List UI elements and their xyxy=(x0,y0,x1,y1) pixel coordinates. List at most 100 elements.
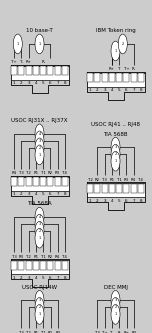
Text: T3: T3 xyxy=(95,331,100,333)
Text: T1: T1 xyxy=(41,331,46,333)
Bar xyxy=(33,177,39,186)
Text: 8: 8 xyxy=(64,82,66,86)
Text: USOC RJ31X .. RJ37X: USOC RJ31X .. RJ37X xyxy=(11,118,68,123)
Bar xyxy=(95,74,100,83)
Text: 5: 5 xyxy=(118,199,120,203)
Circle shape xyxy=(35,131,44,151)
Text: 3: 3 xyxy=(103,199,106,203)
Text: R3: R3 xyxy=(19,255,24,259)
Text: 2: 2 xyxy=(38,305,41,309)
Text: 6: 6 xyxy=(125,89,128,93)
Text: R1: R1 xyxy=(109,178,114,182)
Text: R+: R+ xyxy=(26,61,32,65)
Bar xyxy=(47,177,53,186)
Bar xyxy=(62,177,68,186)
Bar xyxy=(10,260,69,274)
Text: 1: 1 xyxy=(38,236,41,240)
Bar xyxy=(123,184,129,193)
Text: 5: 5 xyxy=(118,89,120,93)
Text: 3: 3 xyxy=(27,82,30,86)
Circle shape xyxy=(13,34,22,54)
Text: T2: T2 xyxy=(26,255,31,259)
Text: 6: 6 xyxy=(125,199,128,203)
Bar xyxy=(40,261,46,270)
Bar xyxy=(55,67,60,76)
Text: 3: 3 xyxy=(38,298,41,302)
Text: 2: 2 xyxy=(114,152,117,156)
Text: R2: R2 xyxy=(48,171,53,175)
Circle shape xyxy=(111,144,120,164)
Bar xyxy=(11,261,17,270)
Bar xyxy=(47,261,53,270)
Bar xyxy=(55,177,60,186)
Circle shape xyxy=(35,207,44,227)
Text: 5: 5 xyxy=(42,82,44,86)
Text: 2: 2 xyxy=(38,229,41,233)
Text: R-: R- xyxy=(41,61,45,65)
Text: T1: T1 xyxy=(117,178,122,182)
Text: 1: 1 xyxy=(114,312,117,316)
Text: 4: 4 xyxy=(35,192,37,196)
Text: DEC MMJ: DEC MMJ xyxy=(104,285,128,290)
Text: R3: R3 xyxy=(55,171,60,175)
Text: R2: R2 xyxy=(48,331,53,333)
Text: 3: 3 xyxy=(114,145,117,149)
Circle shape xyxy=(35,138,44,158)
Text: 5: 5 xyxy=(42,276,44,280)
Text: R4: R4 xyxy=(55,255,60,259)
Text: T3: T3 xyxy=(102,178,107,182)
Text: R2: R2 xyxy=(95,178,100,182)
Text: USOC RJ14W: USOC RJ14W xyxy=(22,285,57,290)
Bar xyxy=(19,67,24,76)
Circle shape xyxy=(118,34,127,54)
Bar xyxy=(40,177,46,186)
Circle shape xyxy=(35,221,44,241)
Text: 1: 1 xyxy=(114,159,117,163)
Text: 6: 6 xyxy=(49,276,52,280)
Text: T4: T4 xyxy=(138,178,143,182)
Text: IBM Token ring: IBM Token ring xyxy=(96,28,135,33)
Text: 1: 1 xyxy=(13,192,15,196)
Text: TIA 568B: TIA 568B xyxy=(103,132,128,137)
Text: 7: 7 xyxy=(56,276,59,280)
Text: T-: T- xyxy=(110,331,114,333)
Circle shape xyxy=(111,297,120,317)
Text: 2: 2 xyxy=(38,146,41,150)
Text: 8: 8 xyxy=(140,89,142,93)
Bar xyxy=(10,66,69,80)
Text: R4: R4 xyxy=(131,178,136,182)
Text: T2: T2 xyxy=(26,171,31,175)
Text: 8: 8 xyxy=(64,276,66,280)
Text: T+: T+ xyxy=(11,61,17,65)
Text: 5: 5 xyxy=(42,192,44,196)
Bar xyxy=(26,261,32,270)
Text: 1: 1 xyxy=(38,42,41,46)
Text: T+: T+ xyxy=(102,331,107,333)
Text: 2: 2 xyxy=(114,305,117,309)
Circle shape xyxy=(111,304,120,324)
Circle shape xyxy=(111,137,120,157)
Text: 8: 8 xyxy=(64,192,66,196)
Bar xyxy=(109,74,115,83)
Circle shape xyxy=(35,124,44,144)
Text: 1: 1 xyxy=(114,49,117,53)
Bar xyxy=(26,177,32,186)
Text: 7: 7 xyxy=(132,199,135,203)
Text: R3: R3 xyxy=(124,178,129,182)
Text: R+: R+ xyxy=(124,331,130,333)
Text: R1: R1 xyxy=(33,331,38,333)
Text: 4: 4 xyxy=(35,82,37,86)
Text: T3: T3 xyxy=(19,331,24,333)
Text: 2: 2 xyxy=(20,82,23,86)
Circle shape xyxy=(111,290,120,310)
Text: 1: 1 xyxy=(38,153,41,157)
Text: T4: T4 xyxy=(62,171,67,175)
Text: T: T xyxy=(118,68,120,72)
Bar xyxy=(138,74,144,83)
Text: USOC RJ41 .. RJ48: USOC RJ41 .. RJ48 xyxy=(91,122,140,127)
Text: R+: R+ xyxy=(109,68,115,72)
Bar xyxy=(62,67,68,76)
Bar xyxy=(116,74,122,83)
Text: R4: R4 xyxy=(12,171,17,175)
Bar xyxy=(55,261,60,270)
